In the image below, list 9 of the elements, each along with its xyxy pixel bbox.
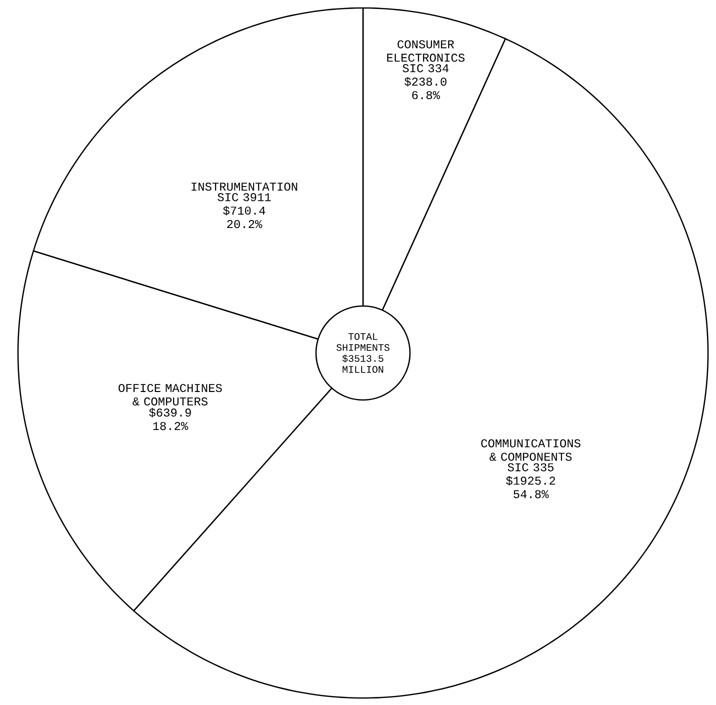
data-label: SIC 335 $1925.2 54.8% xyxy=(506,463,556,498)
data-label: $639.9 18.2% xyxy=(149,408,191,430)
text: TOTAL SHIPMENTS $3513.5 MILLION xyxy=(336,333,390,373)
data-label: SIC 334 $238.0 6.8% xyxy=(402,64,449,100)
slice-label: CONSUMER ELECTRONICS xyxy=(387,40,465,62)
slice-label: COMMUNICATIONS & COMPONENTS xyxy=(481,439,580,461)
slice-label: OFFICE MACHINES & COMPUTERS xyxy=(118,384,222,406)
data-label: SIC 3911 $710.4 20.2% xyxy=(218,193,271,228)
slice-label: INSTRUMENTATION xyxy=(192,182,298,191)
